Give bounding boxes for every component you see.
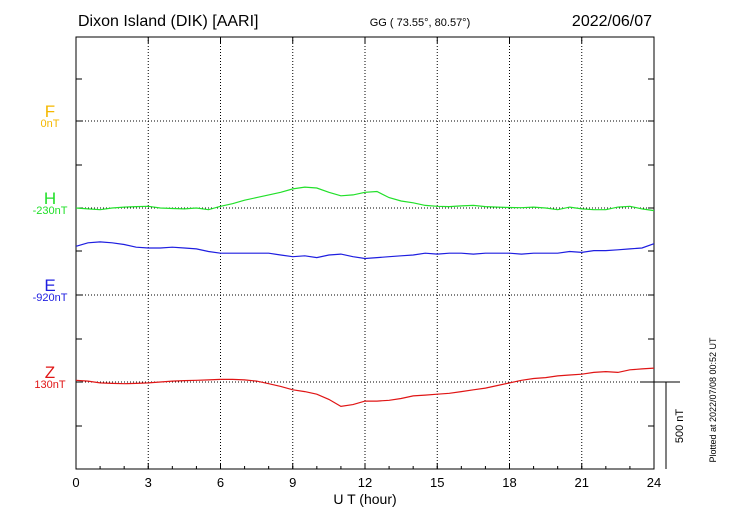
baseline-label-e: -920nT — [33, 292, 68, 304]
x-tick-label: 12 — [358, 475, 372, 490]
trace-e — [75, 241, 655, 260]
axis-ticks: 0 3 6 9 12 15 18 21 24 — [72, 36, 661, 490]
traces — [75, 186, 655, 408]
station-title: Dixon Island (DIK) [AARI] — [78, 13, 259, 30]
plot-date: 2022/06/07 — [572, 13, 652, 30]
x-tick-label: 21 — [575, 475, 589, 490]
scale-bar: 500 nT — [640, 381, 686, 469]
x-tick-label: 9 — [289, 475, 296, 490]
x-tick-label: 0 — [72, 475, 79, 490]
series-label-f: F — [45, 102, 55, 121]
series-label-h: H — [44, 189, 56, 208]
series-label-z: Z — [45, 363, 55, 382]
x-tick-label: 18 — [502, 475, 516, 490]
scale-bar-label: 500 nT — [674, 409, 686, 444]
trace-h — [75, 186, 655, 212]
grid — [76, 37, 654, 469]
coordinates: GG ( 73.55°, 80.57°) — [370, 17, 471, 29]
x-axis-label: U T (hour) — [333, 491, 396, 507]
plotted-timestamp: Plotted at 2022/07/08 00:52 UT — [708, 337, 718, 463]
baseline-label-f: 0nT — [41, 118, 60, 130]
x-tick-label: 15 — [430, 475, 444, 490]
baseline-label-z: 130nT — [34, 379, 65, 391]
series-label-e: E — [44, 276, 55, 295]
x-tick-label: 6 — [217, 475, 224, 490]
x-tick-label: 24 — [647, 475, 661, 490]
trace-z — [75, 367, 655, 408]
baseline-label-h: -230nT — [33, 205, 68, 217]
x-tick-label: 3 — [145, 475, 152, 490]
